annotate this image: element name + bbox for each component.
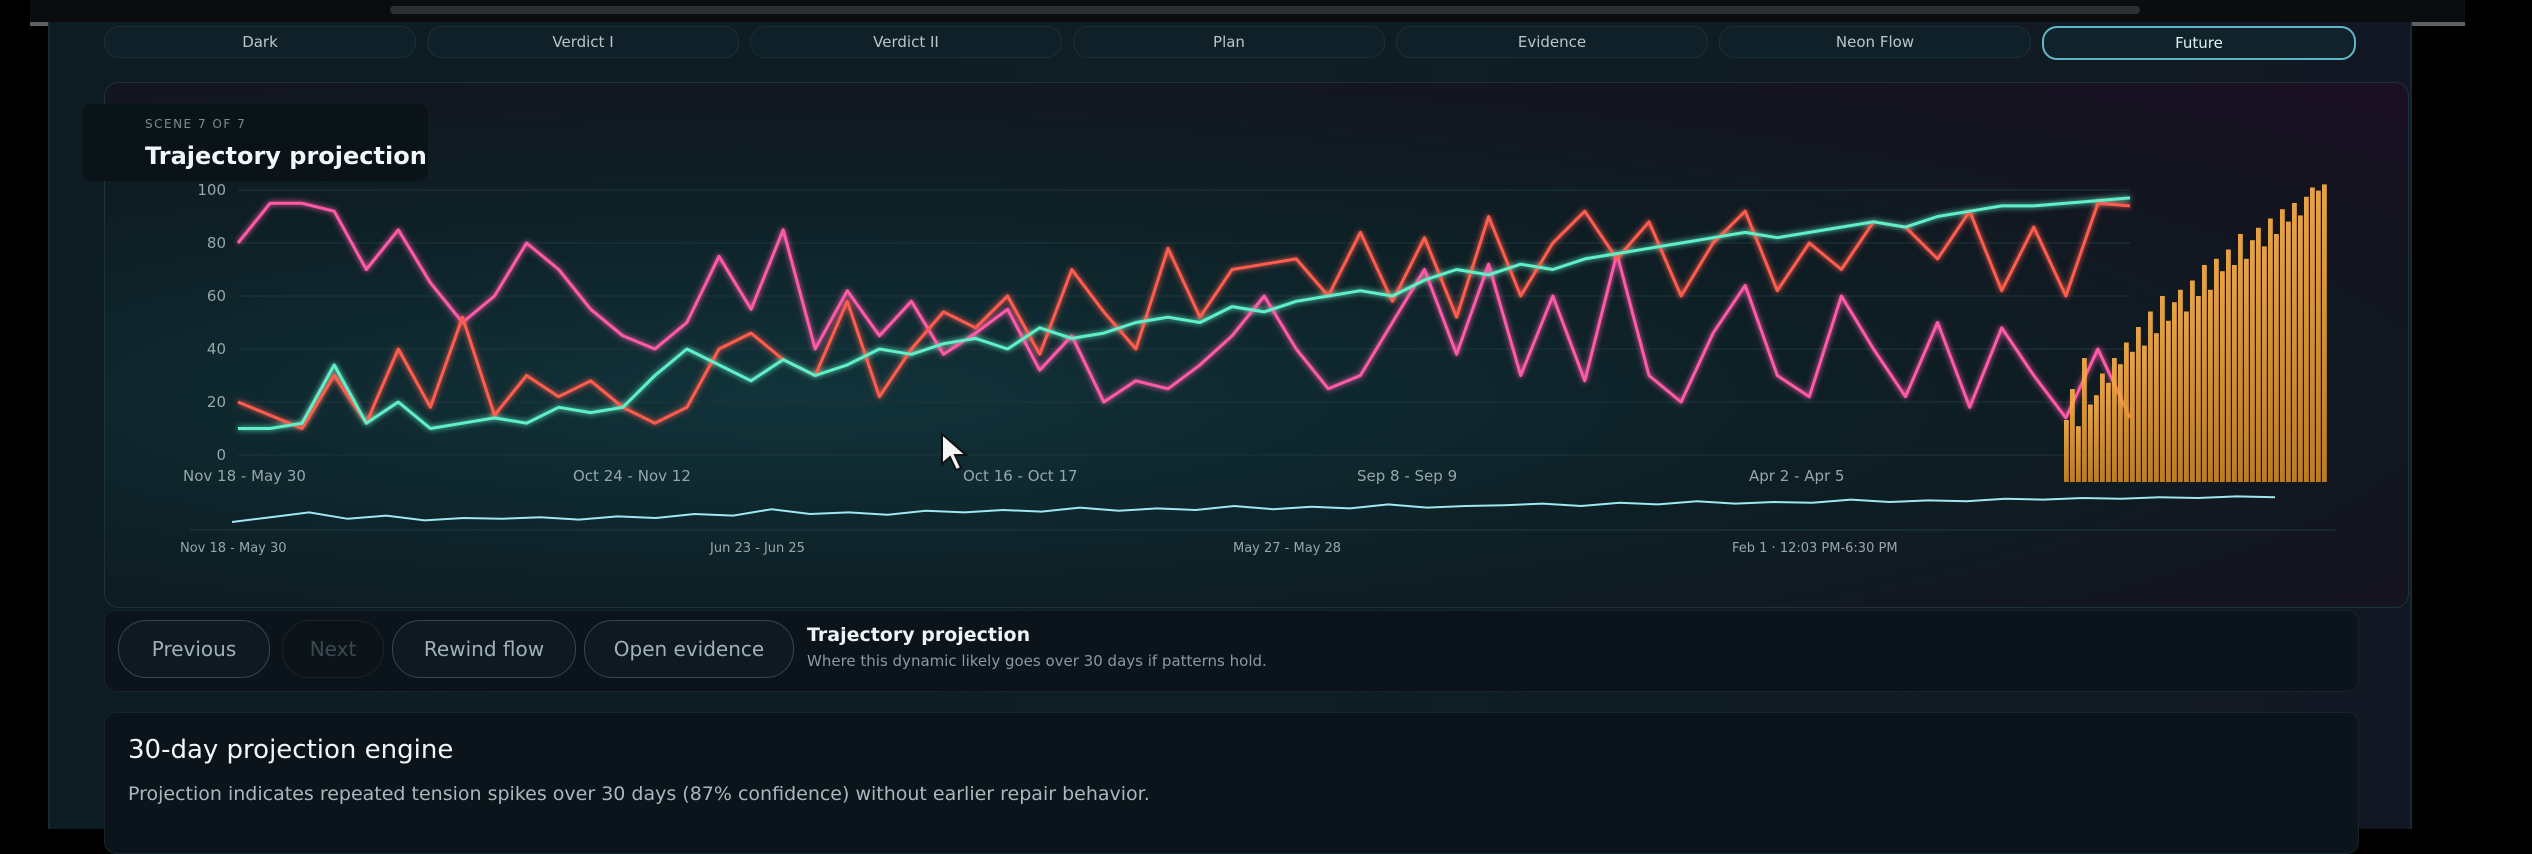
projection-bar [2316, 190, 2321, 482]
tab-evidence[interactable]: Evidence [1396, 26, 1708, 58]
projection-bar [2076, 426, 2081, 482]
projection-bar [2274, 234, 2279, 482]
y-tick-label: 80 [207, 234, 226, 252]
x-tick-label: Oct 16 - Oct 17 [963, 467, 1078, 485]
projection-bar [2136, 327, 2141, 482]
previous-button[interactable]: Previous [118, 620, 270, 678]
projection-bar [2100, 373, 2105, 482]
projection-bar [2178, 289, 2183, 482]
projection-bar [2268, 218, 2273, 482]
projection-bar [2214, 258, 2219, 482]
overview-x-tick-label: May 27 - May 28 [1233, 541, 1341, 556]
mouse-cursor-icon [941, 432, 969, 472]
tab-dark[interactable]: Dark [104, 26, 416, 58]
projection-bar [2226, 249, 2231, 482]
scene-caption [82, 104, 428, 181]
projection-bar [2196, 296, 2201, 482]
projection-bar [2250, 240, 2255, 482]
projection-bar [2148, 311, 2153, 482]
y-tick-label: 0 [216, 446, 226, 464]
y-tick-label: 20 [207, 393, 226, 411]
trajectory-chart: 0 20 40 60 80 100 Nov 18 - May 30 Oct 24 - Nov… [180, 181, 2335, 556]
projection-bar [2262, 246, 2267, 482]
window-scroll-handle[interactable] [390, 6, 2140, 14]
projection-bar [2070, 389, 2075, 482]
projection-bar [2124, 342, 2129, 482]
overview-line [231, 495, 2276, 523]
projection-bar [2112, 358, 2117, 482]
projection-bar [2172, 302, 2177, 482]
y-tick-label: 60 [207, 287, 226, 305]
overview-x-tick-label: Feb 1 · 12:03 PM-6:30 PM [1732, 541, 1898, 556]
projection-bar [2280, 209, 2285, 482]
projection-bar [2130, 351, 2135, 482]
x-tick-label: Oct 24 - Nov 12 [573, 467, 691, 485]
next-button[interactable]: Next [282, 620, 384, 678]
projection-bar [2088, 404, 2093, 482]
projection-bar [2154, 333, 2159, 482]
y-tick-label: 40 [207, 340, 226, 358]
projection-bar [2304, 196, 2309, 483]
series-line-1 [237, 201, 2131, 430]
projection-bar [2094, 395, 2099, 482]
open-evidence-button[interactable]: Open evidence [584, 620, 794, 678]
x-tick-label: Apr 2 - Apr 5 [1749, 467, 1844, 485]
tab-plan[interactable]: Plan [1073, 26, 1385, 58]
tab-verdict-i[interactable]: Verdict I [427, 26, 739, 58]
x-tick-label: Sep 8 - Sep 9 [1357, 467, 1457, 485]
scene-tabs: Dark Verdict I Verdict II Plan Evidence … [104, 26, 2409, 60]
engine-title: 30-day projection engine [128, 735, 454, 765]
projection-bar [2208, 289, 2213, 482]
overview-x-tick-label: Nov 18 - May 30 [180, 541, 287, 556]
projection-bar [2298, 215, 2303, 482]
projection-bar [2286, 221, 2291, 482]
y-tick-label: 100 [197, 181, 226, 199]
x-tick-label: Nov 18 - May 30 [183, 467, 306, 485]
projection-bar [2202, 265, 2207, 482]
controls-subtitle: Where this dynamic likely goes over 30 d… [807, 652, 1267, 670]
projection-bar [2232, 265, 2237, 482]
projection-bar [2064, 420, 2069, 482]
projection-bar [2160, 296, 2165, 482]
tab-future[interactable]: Future [2042, 26, 2356, 60]
chart-panel [104, 82, 2409, 608]
projection-bar [2220, 271, 2225, 482]
tab-neon-flow[interactable]: Neon Flow [1719, 26, 2031, 58]
projection-bar [2310, 187, 2315, 482]
projection-bar [2190, 280, 2195, 482]
scene-counter: SCENE 7 OF 7 [145, 117, 247, 131]
controls-title: Trajectory projection [807, 624, 1031, 646]
engine-description: Projection indicates repeated tension sp… [128, 783, 1150, 805]
projection-bar [2184, 311, 2189, 482]
projection-bar [2322, 184, 2327, 482]
tab-verdict-ii[interactable]: Verdict II [750, 26, 1062, 58]
projection-bar [2292, 203, 2297, 482]
series-line-2 [238, 196, 2131, 430]
series-line-0 [236, 201, 2132, 420]
projection-bar [2082, 358, 2087, 482]
projection-bar [2256, 227, 2261, 482]
projection-bar [2238, 234, 2243, 482]
projection-bar [2166, 320, 2171, 482]
rewind-flow-button[interactable]: Rewind flow [392, 620, 576, 678]
projection-bar [2106, 382, 2111, 482]
projection-bar [2118, 364, 2123, 482]
overview-x-tick-label: Jun 23 - Jun 25 [709, 541, 805, 556]
projection-bar [2244, 258, 2249, 482]
projection-bar [2142, 345, 2147, 482]
scene-title: Trajectory projection [145, 142, 427, 170]
